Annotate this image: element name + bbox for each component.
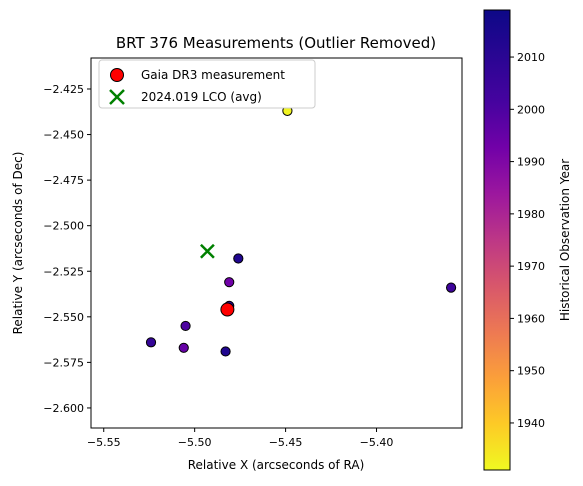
plot-area (90, 57, 463, 429)
colorbar: 1940 1950 1960 1970 1980 1990 2000 2010 Histori… (483, 9, 572, 471)
data-points (145, 105, 457, 357)
legend-lco-marker (109, 89, 125, 105)
x-tick-label: −5.40 (360, 436, 394, 449)
historical-point (233, 253, 244, 264)
historical-point (180, 320, 191, 332)
colorbar-tick-label: 1940 (517, 417, 545, 430)
legend-box (98, 59, 316, 109)
x-tick-label: −5.55 (87, 436, 121, 449)
legend: Gaia DR3 measurement 2024.019 LCO (avg) (98, 59, 316, 109)
historical-point (145, 337, 157, 348)
colorbar-tick-label: 1950 (517, 365, 545, 378)
historical-point (445, 282, 457, 293)
colorbar-tick-label: 1990 (517, 156, 545, 169)
colorbar-tick-label: 1980 (517, 208, 545, 221)
x-axis-label: Relative X (arcseconds of RA) (188, 458, 365, 472)
colorbar-gradient (483, 9, 511, 471)
y-axis-label: Relative Y (arcseconds of Dec) (11, 152, 25, 335)
y-tick-label: −2.525 (43, 265, 84, 278)
chart-title: BRT 376 Measurements (Outlier Removed) (116, 34, 436, 52)
gaia-dr3-point (220, 302, 235, 317)
y-tick-label: −2.425 (43, 83, 84, 96)
colorbar-tick-label: 2000 (517, 103, 545, 116)
historical-point (220, 346, 231, 357)
y-tick-label: −2.575 (43, 356, 84, 369)
y-tick-label: −2.450 (43, 129, 84, 142)
colorbar-tick-label: 1970 (517, 260, 545, 273)
legend-gaia-label: Gaia DR3 measurement (141, 68, 285, 82)
legend-gaia-marker (110, 68, 124, 82)
legend-lco-label: 2024.019 LCO (avg) (141, 90, 262, 104)
x-tick-label: −5.50 (178, 436, 212, 449)
colorbar-ticks: 1940 1950 1960 1970 1980 1990 2000 2010 (510, 51, 545, 430)
historical-point (224, 277, 235, 288)
colorbar-tick-label: 1960 (517, 312, 545, 325)
x-tick-label: −5.45 (269, 436, 303, 449)
lco-point (200, 243, 215, 259)
colorbar-label: Historical Observation Year (558, 159, 572, 321)
y-tick-label: −2.550 (43, 311, 84, 324)
colorbar-tick-label: 2010 (517, 51, 545, 64)
y-tick-label: −2.600 (43, 402, 84, 415)
y-tick-label: −2.475 (43, 174, 84, 187)
x-axis-ticks: −5.55 −5.50 −5.45 −5.40 (87, 428, 394, 449)
y-tick-label: −2.500 (43, 220, 84, 233)
historical-point (178, 342, 189, 353)
y-axis-ticks: −2.425 −2.450 −2.475 −2.500 −2.525 −2.550 −2.5… (43, 83, 91, 415)
